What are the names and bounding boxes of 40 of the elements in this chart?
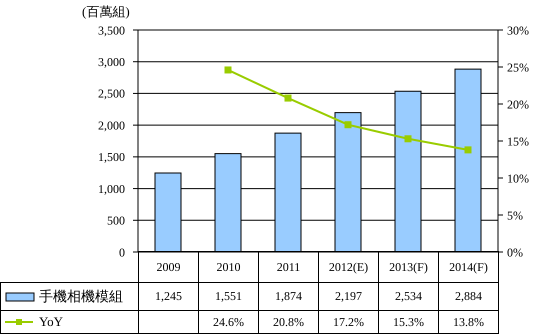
data-label: 2,534 [378,282,439,311]
y-tick-label: 3,500 [98,23,125,38]
point [404,135,412,142]
x-tick-label: 2014(F) [438,251,499,283]
data-label: 24.6% [198,310,259,334]
point [224,66,232,74]
y-tick-label: 0 [119,245,125,260]
data-label: 20.8% [258,310,319,334]
data-label: 15.3% [378,310,439,334]
data-label: 1,245 [138,282,199,311]
x-tick-label: 2012(E) [318,251,379,283]
legend-label: YoY [0,310,139,334]
y2-tick-label: 25% [507,60,529,74]
data-label: 17.2% [318,310,379,334]
y-tick-label: 3,000 [98,54,125,69]
x-tick-label: 2013(F) [378,251,439,283]
y-tick-label: 2,000 [98,118,125,132]
y2-tick-label: 20% [507,97,529,112]
y2-tick-label: 30% [507,23,529,38]
y2-tick-label: 10% [507,171,529,186]
y-axis-title: (百萬組) [82,3,130,21]
legend-label: 手機相機模組 [0,282,139,311]
data-label: 2,884 [438,282,499,311]
x-tick-label: 2011 [258,251,319,283]
y-tick-label: 500 [107,214,125,228]
data-label: 1,874 [258,282,319,311]
y2-tick-label: 0% [507,245,523,260]
data-label: 13.8% [438,310,499,334]
point [344,121,352,128]
x-tick-label: 2010 [198,251,259,283]
point [464,146,472,154]
y-tick-label: 1,000 [98,182,125,196]
y2-tick-label: 15% [507,134,529,148]
x-tick-label: 2009 [138,251,199,283]
y2-tick-label: 5% [507,208,523,222]
data-label: 2,197 [318,282,379,311]
data-label: 1,551 [198,282,259,311]
y-tick-label: 1,500 [98,150,125,164]
point [284,94,292,102]
y-tick-label: 2,500 [98,86,125,101]
